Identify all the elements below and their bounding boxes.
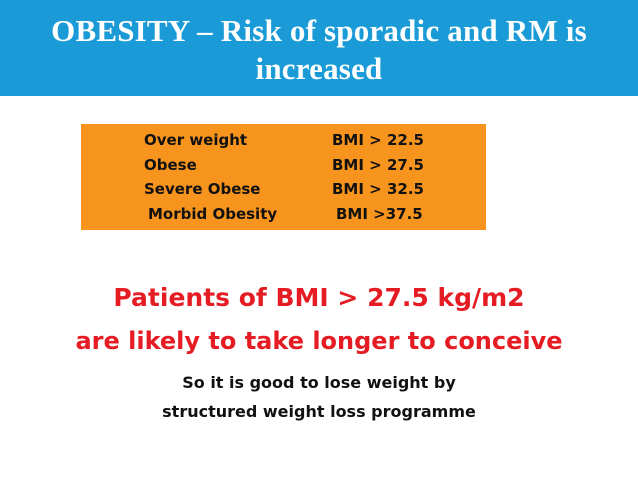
slide-title-line-1: OBESITY – Risk of sporadic and RM is (51, 13, 587, 48)
bmi-category-label: Obese (144, 155, 197, 174)
highlight-line-1: Patients of BMI > 27.5 kg/m2 (113, 283, 525, 312)
highlight-line-2: are likely to take longer to conceive (75, 327, 563, 355)
bmi-threshold-value: BMI > 32.5 (332, 180, 424, 198)
bmi-row-overweight: Over weight BMI > 22.5 (81, 128, 486, 153)
bmi-threshold-value: BMI > 27.5 (332, 155, 424, 174)
bmi-category-label: Over weight (144, 131, 248, 149)
note-line-1: So it is good to lose weight by (182, 373, 456, 392)
bmi-threshold-value: BMI > 22.5 (332, 131, 424, 149)
bmi-threshold-value: BMI >37.5 (336, 204, 423, 223)
bmi-row-morbid-obesity: Morbid Obesity BMI >37.5 (81, 202, 486, 227)
title-banner: OBESITY – Risk of sporadic and RM is inc… (0, 0, 638, 96)
bmi-row-severe-obese: Severe Obese BMI > 32.5 (81, 177, 486, 202)
bmi-category-box: Over weight BMI > 22.5 Obese BMI > 27.5 … (81, 124, 486, 230)
bmi-category-label: Morbid Obesity (148, 204, 278, 223)
slide-title-line-2: increased (255, 51, 383, 86)
slide-title: OBESITY – Risk of sporadic and RM is inc… (51, 12, 587, 88)
note-line-2: structured weight loss programme (162, 402, 476, 421)
bmi-row-obese: Obese BMI > 27.5 (81, 153, 486, 178)
bmi-category-label: Severe Obese (144, 180, 261, 198)
